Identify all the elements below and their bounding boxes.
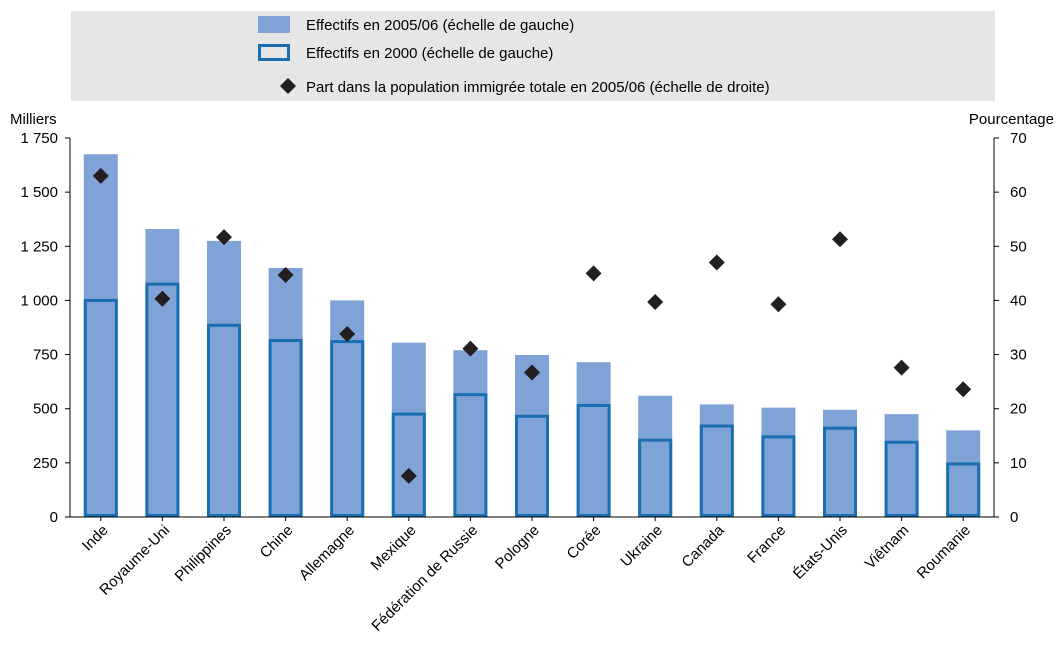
bar-2005-6 [453, 350, 488, 517]
category-label: Ukraine [617, 522, 666, 571]
left-tick-label: 750 [33, 347, 58, 364]
bar-2005-7 [515, 355, 549, 517]
category-label: Roumanie [914, 522, 974, 582]
right-tick-label: 70 [1010, 130, 1027, 147]
category-label: Pologne [492, 522, 543, 573]
category-label: France [744, 522, 789, 567]
bar-2005-9 [638, 395, 673, 517]
bar-2005-10 [699, 404, 734, 517]
category-label: Viêtnam [862, 522, 913, 573]
legend: Effectifs en 2005/06 (échelle de gauche)… [258, 16, 770, 96]
legend-swatch-2000 [258, 44, 290, 61]
share-marker-8 [585, 265, 602, 282]
share-marker-4 [339, 325, 356, 342]
bar-2005-0 [83, 154, 118, 517]
bar-2000-1 [145, 282, 180, 517]
legend-box [71, 11, 995, 101]
category-label: Mexique [368, 522, 420, 574]
legend-label-share: Part dans la population immigrée totale … [306, 79, 770, 96]
left-tick-label: 0 [50, 509, 58, 526]
share-marker-1 [154, 290, 171, 307]
legend-label-2005: Effectifs en 2005/06 (échelle de gauche) [306, 17, 574, 34]
bar-2000-8 [576, 403, 611, 518]
category-label: Philippines [172, 522, 235, 585]
category-label: Chine [257, 522, 297, 562]
share-marker-0 [92, 167, 109, 184]
bar-2000-11 [761, 435, 796, 517]
left-axis-unit-label: Milliers [10, 111, 57, 128]
left-tick-label: 1 500 [20, 184, 58, 201]
bar-2005-1 [145, 228, 180, 517]
share-marker-12 [832, 231, 848, 248]
bar-2005-2 [207, 240, 241, 517]
share-marker-11 [770, 296, 787, 313]
share-marker-10 [708, 254, 725, 271]
share-marker-13 [893, 359, 910, 376]
bar-2000-14 [946, 462, 981, 518]
bar-2000-0 [83, 298, 118, 517]
bar-2000-5 [391, 412, 426, 517]
category-label: Allemagne [296, 522, 358, 584]
bar-2000-12 [823, 426, 857, 518]
bar-2005-13 [884, 414, 919, 517]
bar-2000-6 [453, 393, 488, 517]
legend-label-2000: Effectifs en 2000 (échelle de gauche) [306, 45, 553, 62]
bar-2000-2 [207, 323, 241, 517]
bar-2005-8 [576, 362, 611, 517]
share-marker-3 [277, 266, 294, 283]
category-label: Corée [564, 522, 605, 563]
right-axis: 0 10 20 30 40 50 60 70 Pourcentage [969, 111, 1054, 526]
bar-2000-13 [884, 440, 919, 518]
share-marker-7 [524, 364, 540, 381]
category-label: États-Unis [790, 522, 851, 583]
legend-swatch-2005 [258, 16, 290, 33]
left-tick-label: 1 250 [20, 238, 58, 255]
legend-swatch-share [280, 78, 296, 94]
right-tick-label: 60 [1010, 184, 1027, 201]
left-tick-label: 500 [33, 401, 58, 418]
bar-2000-10 [699, 424, 734, 518]
bar-2005-5 [391, 342, 426, 517]
bar-2000-9 [638, 438, 673, 518]
right-tick-label: 10 [1010, 455, 1027, 472]
category-label: Inde [79, 522, 112, 555]
bar-2005-12 [823, 409, 857, 517]
right-axis-unit-label: Pourcentage [969, 111, 1054, 128]
left-tick-label: 1 000 [20, 292, 58, 309]
right-tick-label: 20 [1010, 401, 1027, 418]
right-tick-label: 0 [1010, 509, 1018, 526]
bar-2000-3 [268, 338, 303, 517]
share-marker-14 [955, 381, 972, 398]
bar-2005-3 [268, 267, 303, 517]
bar-2005-11 [761, 407, 796, 517]
plot-area [83, 154, 981, 518]
category-label: Fédération de Russie [368, 522, 481, 635]
share-marker-2 [216, 229, 232, 246]
left-tick-label: 1 750 [20, 130, 58, 147]
share-marker-6 [462, 340, 479, 357]
right-tick-label: 50 [1010, 238, 1027, 255]
share-marker-9 [647, 294, 664, 311]
share-marker-5 [400, 467, 417, 484]
category-label: Canada [678, 521, 728, 571]
bar-2000-7 [515, 414, 549, 517]
right-tick-label: 40 [1010, 292, 1027, 309]
right-tick-label: 30 [1010, 347, 1027, 364]
bar-2005-14 [946, 430, 981, 517]
left-tick-label: 250 [33, 455, 58, 472]
left-axis: 0 250 500 750 1 000 1 250 1 500 1 750 Milliers [10, 111, 71, 526]
